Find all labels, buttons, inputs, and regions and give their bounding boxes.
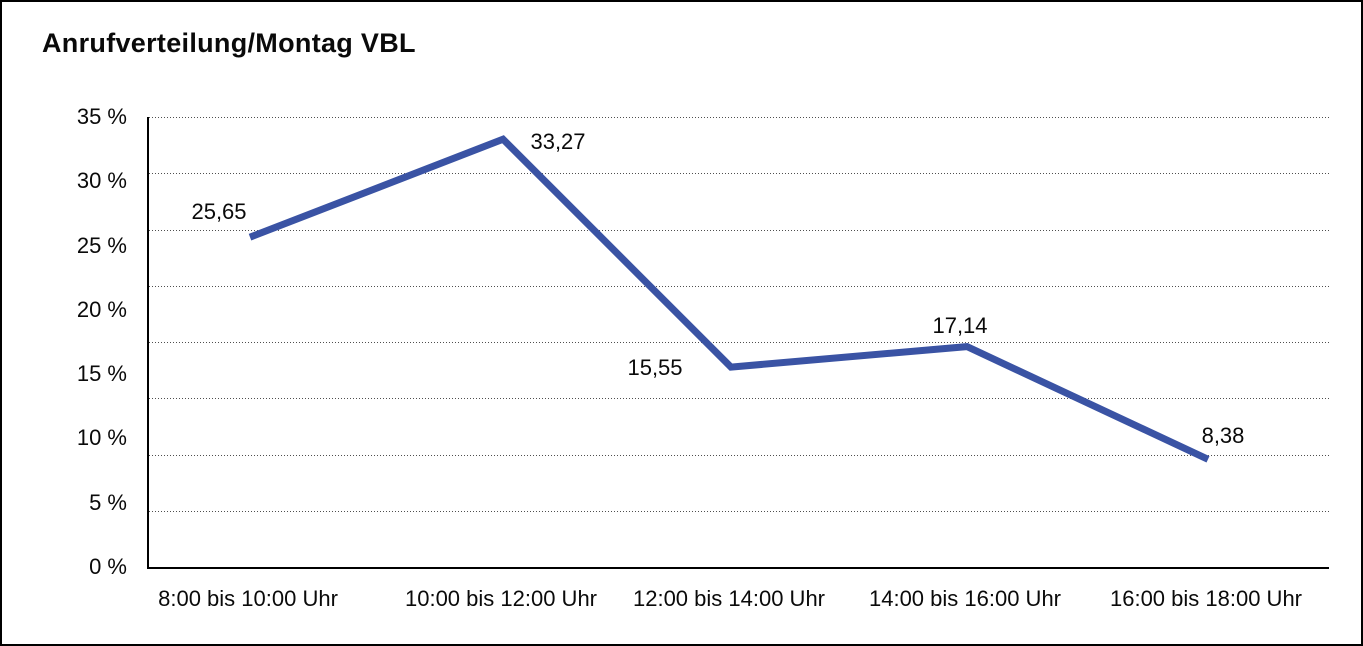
- data-point-label: 8,38: [1201, 423, 1245, 449]
- plot-area: [147, 117, 1329, 569]
- data-point-label: 25,65: [191, 199, 247, 225]
- gridline: [149, 398, 1329, 400]
- gridline: [149, 117, 1329, 118]
- gridline: [149, 342, 1329, 343]
- y-axis-tick-label: 30 %: [76, 168, 127, 194]
- x-axis-category-label: 14:00 bis 16:00 Uhr: [868, 586, 1062, 611]
- x-axis-category-label: 12:00 bis 14:00 Uhr: [632, 586, 826, 611]
- x-axis-category-label: 16:00 bis 18:00 Uhr: [1109, 586, 1303, 611]
- gridline: [149, 173, 1329, 175]
- y-axis-tick-label: 10 %: [76, 425, 127, 451]
- data-point-label: 33,27: [530, 129, 586, 155]
- gridline: [149, 454, 1329, 456]
- x-axis-category-label: 8:00 bis 10:00 Uhr: [158, 586, 338, 611]
- data-series-line: [248, 135, 1210, 463]
- y-axis-tick-label: 35 %: [76, 104, 127, 129]
- data-point-label: 17,14: [932, 312, 988, 338]
- chart-title: Anrufverteilung/Montag VBL: [42, 28, 416, 58]
- y-axis-tick-label: 0 %: [89, 554, 127, 579]
- gridline: [149, 510, 1329, 512]
- y-axis-tick-label: 15 %: [76, 361, 127, 387]
- y-axis-tick-label: 20 %: [76, 296, 127, 322]
- gridline: [149, 229, 1329, 231]
- line-series-svg: [248, 135, 1210, 463]
- data-point-label: 15,55: [627, 355, 683, 381]
- y-axis-tick-label: 25 %: [76, 232, 127, 258]
- y-axis-tick-label: 5 %: [89, 489, 127, 515]
- gridline: [149, 285, 1329, 287]
- x-axis-category-label: 10:00 bis 12:00 Uhr: [404, 586, 598, 611]
